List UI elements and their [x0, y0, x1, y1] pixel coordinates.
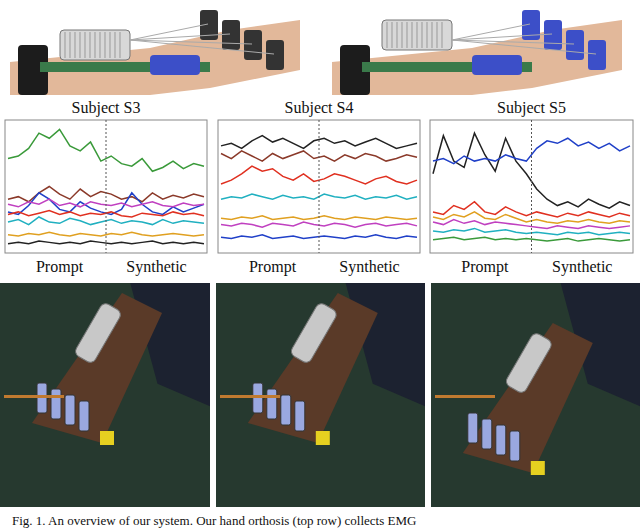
photo-bg: [0, 0, 312, 98]
actuator: [289, 302, 338, 365]
chart: Subject S3 Prompt Synthetic: [5, 99, 207, 276]
divider: [106, 120, 107, 253]
cable: [4, 395, 64, 398]
chart: Subject S4 Prompt Synthetic: [218, 99, 420, 276]
tendon-wire: [452, 34, 552, 40]
tendon-wire: [130, 40, 274, 54]
spring-coil: [412, 22, 413, 48]
photo-bg: [216, 283, 425, 507]
spring-coil: [392, 22, 393, 48]
spring-coil: [95, 32, 96, 58]
finger-splint: [79, 401, 89, 431]
divider: [319, 120, 320, 253]
hand: [32, 293, 162, 443]
hand: [248, 293, 378, 443]
finger-splint: [244, 30, 262, 60]
cube: [316, 431, 330, 445]
arm: [10, 20, 300, 95]
photo-bg: [322, 0, 634, 98]
plot-frame: [218, 120, 420, 253]
cable: [220, 395, 280, 398]
spring-coil: [90, 32, 91, 58]
bottom-photos: [0, 283, 640, 507]
finger-splint: [281, 395, 291, 425]
plot-frame: [430, 120, 633, 253]
spring-coil: [110, 32, 111, 58]
finger-splint: [496, 425, 506, 455]
finger-splint: [482, 419, 492, 449]
actuator: [504, 332, 553, 395]
cube: [531, 461, 545, 475]
actuator: [60, 30, 130, 60]
actuator: [382, 20, 452, 50]
spring-coil: [417, 22, 418, 48]
spring-coil: [407, 22, 408, 48]
chart-title: Subject S5: [497, 99, 566, 117]
tendon-wire: [452, 40, 596, 54]
spring-coil: [427, 22, 428, 48]
annotation: Prompt: [249, 258, 297, 276]
finger-splint: [222, 20, 240, 50]
spring-coil: [115, 32, 116, 58]
annotation: Synthetic: [552, 258, 612, 276]
annotation: Prompt: [36, 258, 84, 276]
cable: [435, 395, 495, 398]
chart-title: Subject S3: [72, 99, 141, 117]
caption: Fig. 1. An overview of our system. Our h…: [12, 513, 416, 528]
chart: Subject S5 Prompt Synthetic: [430, 99, 633, 276]
finger-splint: [544, 20, 562, 50]
spring-coil: [422, 22, 423, 48]
annotation: Prompt: [461, 258, 509, 276]
hand-strap: [150, 55, 200, 75]
divider: [531, 120, 532, 253]
finger-splint: [295, 401, 305, 431]
top-photos: [0, 0, 634, 98]
spring-coil: [432, 22, 433, 48]
finger-splint: [51, 389, 61, 419]
annotation: Synthetic: [126, 258, 186, 276]
finger-splint: [468, 413, 478, 443]
finger-splint: [267, 389, 277, 419]
actuator: [73, 302, 122, 365]
finger-splint: [510, 431, 520, 461]
plot-frame: [5, 120, 207, 253]
finger-splint: [65, 395, 75, 425]
spring-coil: [387, 22, 388, 48]
spring-coil: [442, 22, 443, 48]
series-line: [433, 138, 630, 163]
spring-coil: [65, 32, 66, 58]
finger-splint: [266, 40, 284, 70]
annotation: Synthetic: [339, 258, 399, 276]
plot-area: [8, 129, 204, 243]
spring-coil: [70, 32, 71, 58]
spring-coil: [80, 32, 81, 58]
spring-coil: [100, 32, 101, 58]
spring-coil: [105, 32, 106, 58]
photo-bg: [0, 283, 210, 507]
finger-splint: [588, 40, 606, 70]
spring-coil: [437, 22, 438, 48]
spring-coil: [397, 22, 398, 48]
hand-strap: [472, 55, 522, 75]
spring-coil: [85, 32, 86, 58]
photo-bg: [431, 283, 640, 507]
chart-title: Subject S4: [285, 99, 354, 117]
tendon-wire: [130, 34, 230, 40]
figure: Subject S3 Prompt Synthetic Subject S4 Promp…: [0, 0, 640, 532]
spring-coil: [402, 22, 403, 48]
arm: [332, 20, 622, 95]
cube: [100, 431, 114, 445]
spring-coil: [120, 32, 121, 58]
finger-splint: [566, 30, 584, 60]
plot-area: [221, 136, 417, 239]
spring-coil: [75, 32, 76, 58]
